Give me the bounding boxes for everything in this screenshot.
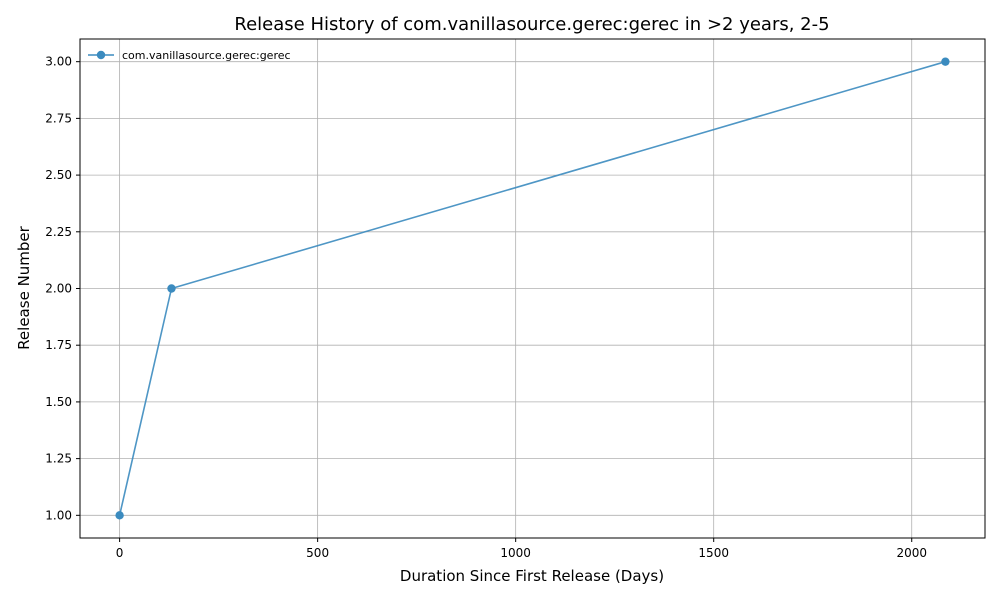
y-tick-label: 3.00 [45, 55, 72, 69]
x-tick-label: 500 [306, 546, 329, 560]
y-axis-label: Release Number [15, 225, 33, 349]
x-tick-label: 0 [116, 546, 124, 560]
x-tick-label: 1000 [500, 546, 531, 560]
x-tick-label: 2000 [896, 546, 927, 560]
legend-label: com.vanillasource.gerec:gerec [122, 49, 291, 62]
y-tick-label: 1.75 [45, 338, 72, 352]
grid-lines [80, 39, 985, 538]
y-axis-ticks: 1.00 1.25 1.50 1.75 2.00 2.25 2.50 2.75 3.00 [45, 55, 80, 522]
y-tick-label: 2.75 [45, 111, 72, 125]
y-tick-label: 2.50 [45, 168, 72, 182]
series-layer [115, 57, 950, 520]
legend-marker [96, 50, 106, 60]
x-axis-label: Duration Since First Release (Days) [400, 567, 664, 585]
x-tick-label: 1500 [698, 546, 729, 560]
chart-title: Release History of com.vanillasource.ger… [234, 14, 829, 35]
legend: com.vanillasource.gerec:gerec [88, 49, 291, 62]
data-point [115, 511, 124, 520]
data-point [167, 284, 176, 293]
y-tick-label: 2.25 [45, 225, 72, 239]
y-tick-label: 2.00 [45, 282, 72, 296]
y-tick-label: 1.50 [45, 395, 72, 409]
x-axis-ticks: 0 500 1000 1500 2000 [116, 538, 927, 560]
y-tick-label: 1.00 [45, 508, 72, 522]
y-tick-label: 1.25 [45, 452, 72, 466]
data-point [941, 57, 950, 66]
